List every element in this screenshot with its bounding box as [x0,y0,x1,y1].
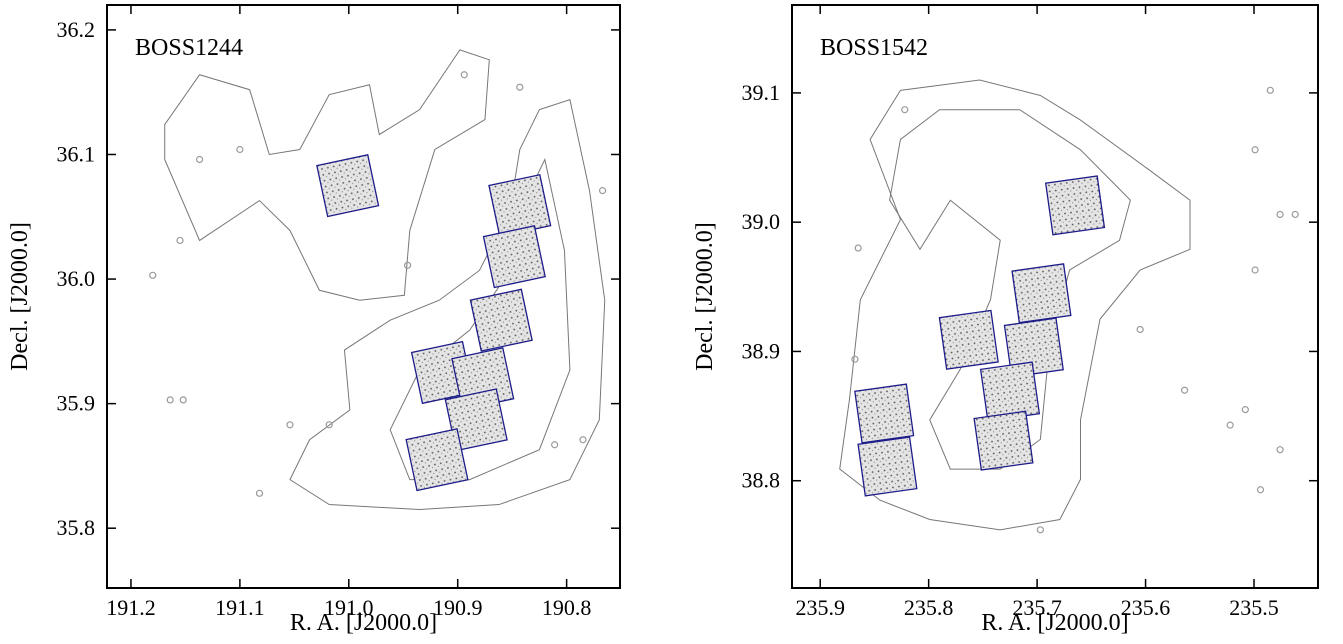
source-point [177,237,183,243]
annotation: BOSS1244 [135,35,243,61]
y-tick-label: 38.8 [742,468,781,493]
source-point [552,442,558,448]
field-tile [470,289,532,351]
source-point [180,397,186,403]
field-tile [1012,264,1071,323]
y-tick-label: 36.2 [57,17,96,42]
annotation: BOSS1542 [820,35,928,61]
y-tick-label: 36.0 [57,266,96,291]
y-axis-title: Decl. [J2000.0] [692,222,718,371]
source-point [1292,211,1298,217]
field-tile [317,155,379,217]
y-tick-label: 38.9 [742,338,781,363]
source-point [287,422,293,428]
y-tick-label: 35.9 [57,391,96,416]
y-tick-label: 39.1 [742,80,781,105]
y-tick-label: 36.1 [57,141,96,166]
x-tick-label: 190.8 [542,595,592,620]
source-point [405,262,411,268]
field-tile [981,362,1040,421]
x-tick-label: 190.9 [433,595,483,620]
field-tile [974,411,1033,470]
source-point [1182,387,1188,393]
x-axis-title: R. A. [J2000.0] [981,610,1128,636]
source-point [1258,487,1264,493]
source-point [855,245,861,251]
field-tile [484,226,546,288]
source-point [237,147,243,153]
field-tile [406,429,468,491]
source-point [1252,267,1258,273]
source-point [1037,527,1043,533]
figure: 191.2191.1191.0190.9190.835.835.936.036.… [0,0,1343,639]
field-tile [858,437,917,496]
x-tick-label: 191.2 [106,595,156,620]
source-point [1277,447,1283,453]
source-point [461,72,467,78]
x-axis-title: R. A. [J2000.0] [290,610,437,636]
y-axis-title: Decl. [J2000.0] [7,222,33,371]
field-tile [939,310,998,369]
source-point [1252,147,1258,153]
source-point [150,272,156,278]
x-tick-label: 235.9 [795,595,845,620]
source-point [600,188,606,194]
source-point [1277,211,1283,217]
field-tile [855,384,914,443]
x-tick-label: 235.8 [904,595,954,620]
source-point [167,397,173,403]
source-point [852,356,858,362]
source-point [256,490,262,496]
source-point [902,107,908,113]
source-point [1227,422,1233,428]
field-tile [1046,176,1105,235]
plot-frame [107,5,620,588]
x-tick-label: 235.5 [1229,595,1279,620]
field-tile [489,175,551,237]
source-point [580,437,586,443]
source-point [1137,326,1143,332]
y-tick-label: 35.8 [57,515,96,540]
source-point [1267,87,1273,93]
y-tick-label: 39.0 [742,209,781,234]
source-point [197,156,203,162]
x-tick-label: 191.1 [215,595,265,620]
source-point [1242,407,1248,413]
source-point [517,84,523,90]
